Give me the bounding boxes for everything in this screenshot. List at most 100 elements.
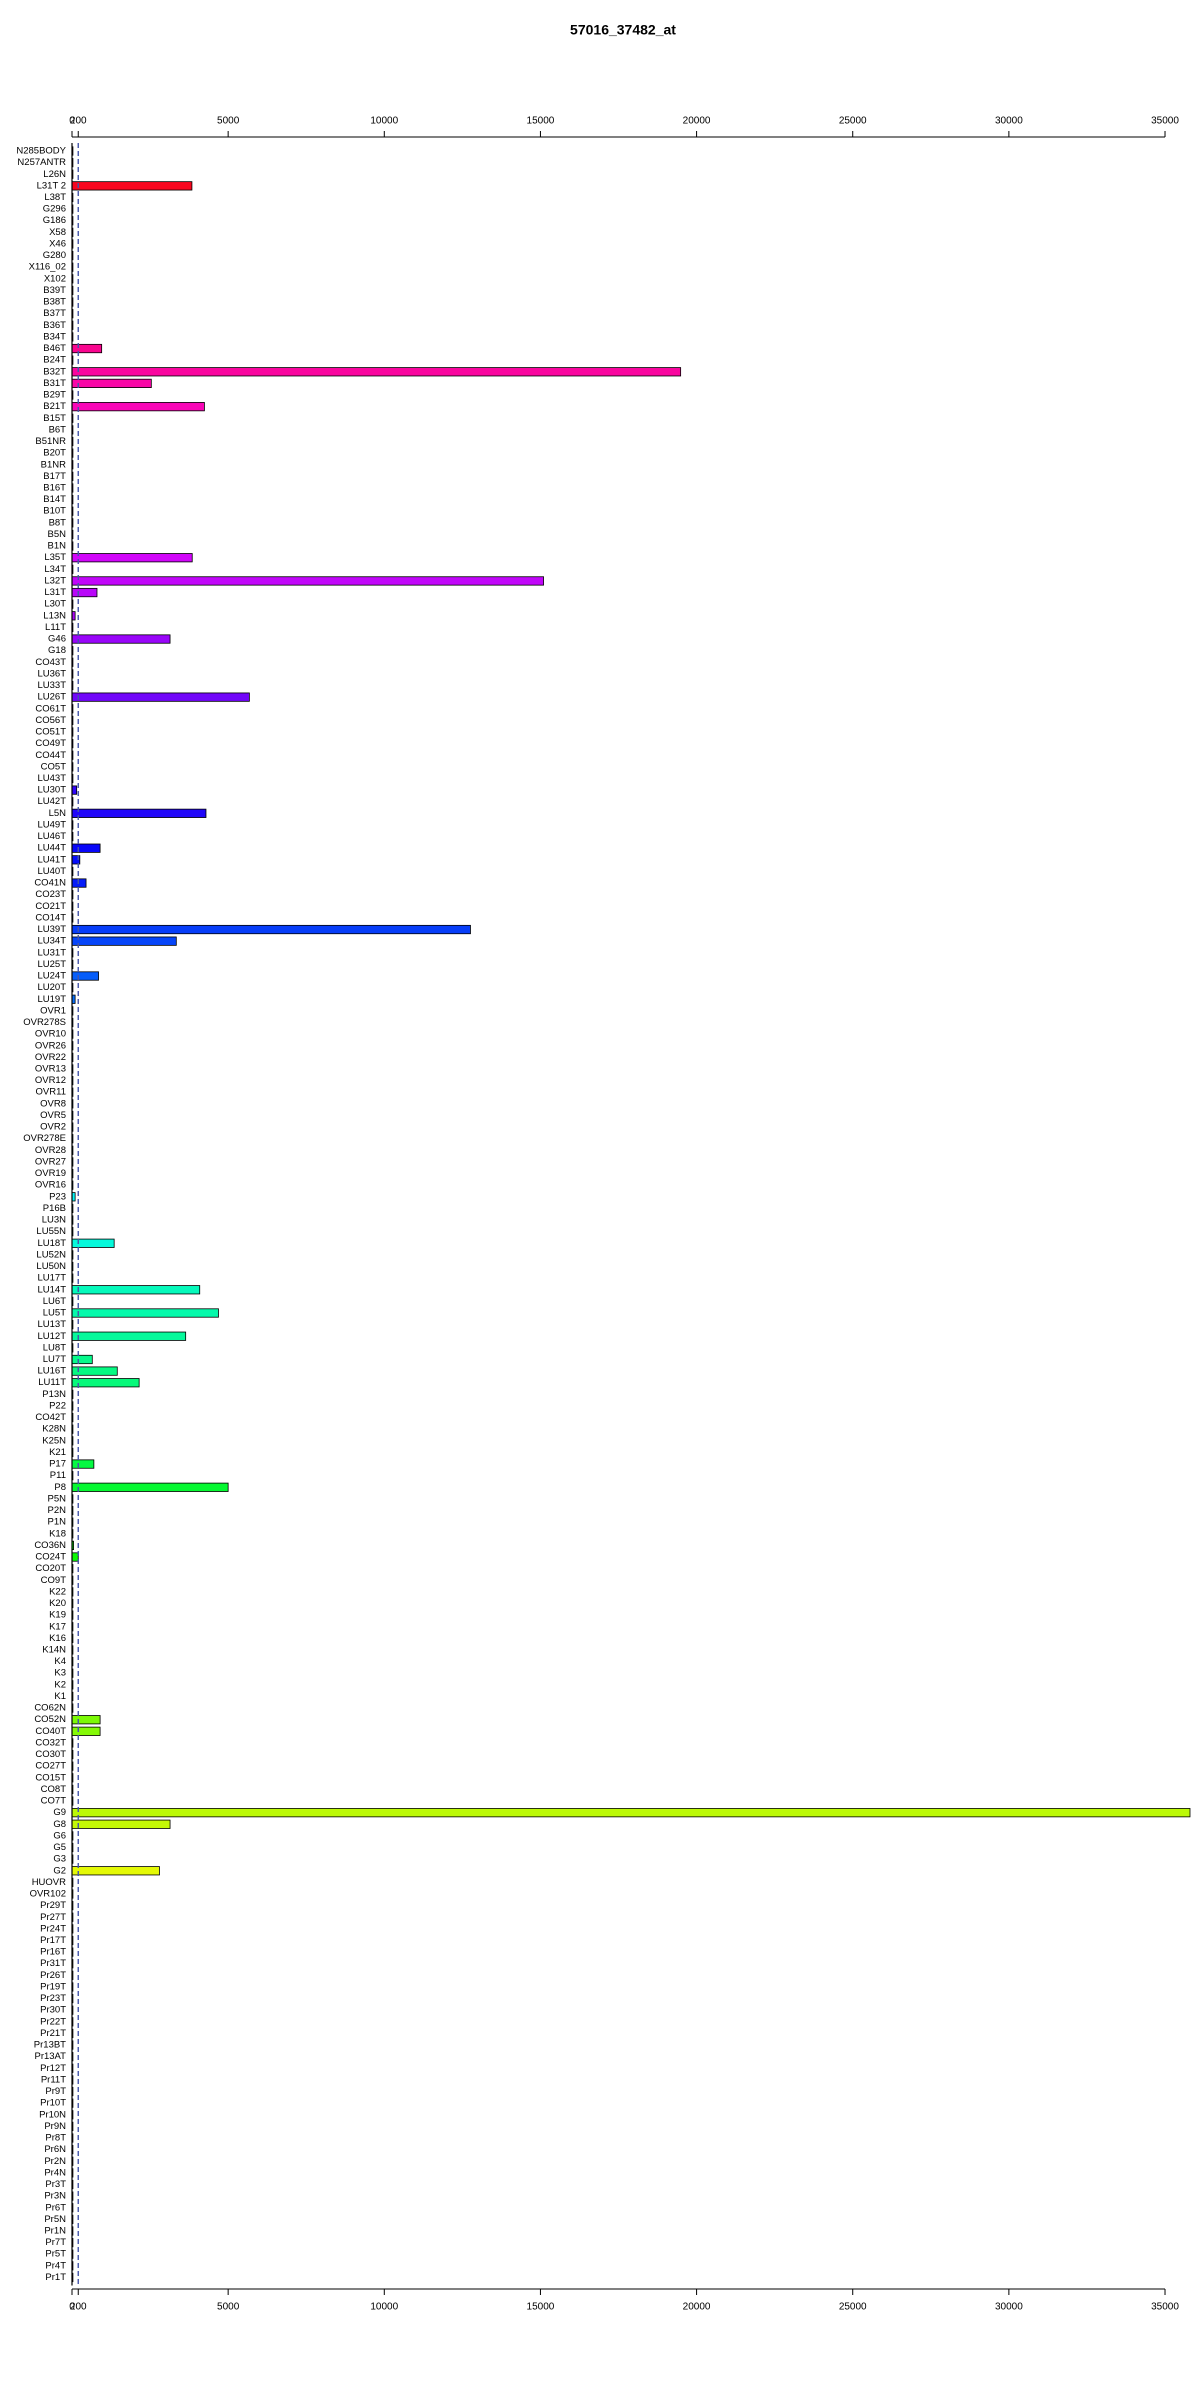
y-tick-label: P17 <box>49 1459 66 1470</box>
y-tick-label: B51NR <box>35 436 66 447</box>
y-tick-label: Pr5T <box>45 2249 66 2260</box>
bar <box>71 553 193 563</box>
y-tick-label: P16B <box>43 1203 66 1214</box>
y-tick-label: P8 <box>54 1482 66 1493</box>
y-tick-label: Pr27T <box>40 1912 66 1923</box>
y-tick-label: LU7T <box>43 1354 66 1365</box>
y-tick-label: CO62N <box>34 1703 66 1714</box>
bar <box>71 367 682 377</box>
y-tick-label: OVR16 <box>35 1180 66 1191</box>
y-tick-label: CO7T <box>41 1796 67 1807</box>
y-tick-label: CO41N <box>34 878 66 889</box>
y-tick-label: Pr19T <box>40 1981 66 1992</box>
y-tick-label: Pr6N <box>44 2144 66 2155</box>
y-tick-label: G5 <box>53 1842 66 1853</box>
y-tick-label: Pr9T <box>45 2086 66 2097</box>
y-tick-label: B32T <box>43 366 66 377</box>
y-tick-label: K14N <box>42 1644 66 1655</box>
y-tick-label: G3 <box>53 1854 66 1865</box>
y-tick-label: B16T <box>43 482 66 493</box>
y-tick-label: LU42T <box>37 796 66 807</box>
y-tick-label: B17T <box>43 471 66 482</box>
y-tick-label: L30T <box>44 599 66 610</box>
x-tick-label: 10000 <box>370 2302 398 2313</box>
y-tick-label: Pr23T <box>40 1993 66 2004</box>
y-tick-label: Pr29T <box>40 1900 66 1911</box>
y-tick-label: OVR278S <box>23 1017 66 1028</box>
y-tick-label: CO40T <box>35 1726 66 1737</box>
y-tick-label: Pr3T <box>45 2179 66 2190</box>
y-tick-label: B38T <box>43 297 66 308</box>
y-tick-label: LU16T <box>37 1366 66 1377</box>
y-tick-label: P1N <box>48 1517 67 1528</box>
y-tick-label: Pr13AT <box>34 2051 66 2062</box>
bar <box>71 1808 1191 1818</box>
bar <box>71 343 103 354</box>
y-tick-label: CO21T <box>35 901 66 912</box>
bar <box>71 1819 171 1829</box>
y-tick-label: LU18T <box>37 1238 66 1249</box>
y-tick-label: L31T 2 <box>37 180 66 191</box>
y-tick-label: L32T <box>44 575 66 586</box>
y-tick-label: G6 <box>53 1830 66 1841</box>
y-tick-label: Pr16T <box>40 1947 66 1958</box>
bar <box>71 1482 229 1492</box>
y-tick-label: G8 <box>53 1819 66 1830</box>
y-tick-label: L11T <box>45 622 66 633</box>
bar <box>71 1726 101 1736</box>
y-tick-label: Pr30T <box>40 2005 66 2016</box>
y-tick-label: Pr11T <box>41 2074 66 2085</box>
y-tick-label: Pr13BT <box>34 2040 66 2051</box>
x-tick-label: 0 <box>69 116 75 127</box>
y-tick-label: Pr3N <box>44 2191 66 2202</box>
y-tick-label: LU17T <box>37 1273 66 1284</box>
y-tick-label: LU52N <box>36 1249 66 1260</box>
y-tick-label: L31T <box>44 587 66 598</box>
y-tick-label: LU43T <box>37 773 66 784</box>
x-tick-label: 15000 <box>527 116 555 127</box>
y-tick-label: CO43T <box>35 657 66 668</box>
y-tick-label: G280 <box>43 250 66 261</box>
y-tick-label: LU13T <box>37 1319 66 1330</box>
y-tick-label: OVR13 <box>35 1063 66 1074</box>
x-tick-label: 35000 <box>1151 2302 1179 2313</box>
bar <box>71 1331 187 1341</box>
bar <box>71 587 98 598</box>
y-tick-label: OVR19 <box>35 1168 66 1179</box>
y-tick-label: Pr24T <box>40 1923 66 1934</box>
y-tick-label: OVR278E <box>23 1133 66 1144</box>
y-tick-label: CO15T <box>35 1772 66 1783</box>
y-tick-label: CO32T <box>35 1737 66 1748</box>
y-tick-label: K2 <box>54 1679 66 1690</box>
bar <box>71 1459 95 1469</box>
y-tick-label: OVR27 <box>35 1156 66 1167</box>
y-tick-label: B34T <box>43 331 66 342</box>
y-tick-label: X58 <box>49 227 66 238</box>
y-tick-label: K28N <box>42 1424 66 1435</box>
y-tick-label: X102 <box>44 273 66 284</box>
y-tick-label: B24T <box>43 355 66 366</box>
y-tick-label: LU26T <box>37 692 66 703</box>
y-tick-label: K21 <box>49 1447 66 1458</box>
y-tick-label: OVR2 <box>40 1122 66 1133</box>
y-tick-label: OVR22 <box>35 1052 66 1063</box>
y-tick-label: L38T <box>44 192 66 203</box>
y-tick-label: Pr10N <box>39 2109 66 2120</box>
y-tick-label: CO44T <box>35 750 66 761</box>
bar <box>71 576 544 586</box>
y-tick-label: B10T <box>43 506 66 517</box>
bar <box>71 1552 79 1562</box>
y-tick-label: OVR11 <box>36 1087 66 1098</box>
y-tick-label: LU25T <box>37 959 66 970</box>
bar <box>71 1866 160 1876</box>
y-tick-label: Pr22T <box>40 2016 66 2027</box>
y-tick-label: N285BODY <box>16 146 66 157</box>
y-tick-label: Pr2N <box>44 2156 66 2167</box>
y-tick-label: LU3N <box>42 1215 66 1226</box>
y-tick-label: LU8T <box>43 1342 66 1353</box>
y-tick-label: N257ANTR <box>17 157 66 168</box>
y-tick-label: B1NR <box>41 459 66 470</box>
y-tick-label: G46 <box>48 634 66 645</box>
y-tick-label: CO51T <box>35 727 66 738</box>
